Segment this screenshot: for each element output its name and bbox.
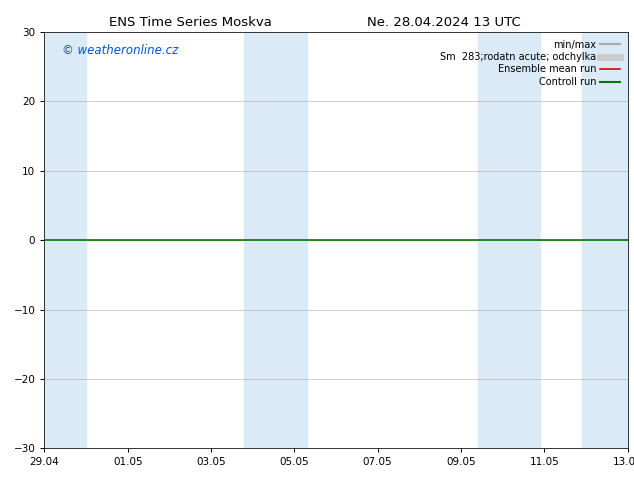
Bar	[44, 32, 86, 448]
Bar	[477, 32, 540, 448]
Text: ENS Time Series Moskva: ENS Time Series Moskva	[109, 16, 271, 29]
Text: © weatheronline.cz: © weatheronline.cz	[62, 44, 178, 57]
Legend: min/max, Sm  283;rodatn acute; odchylka, Ensemble mean run, Controll run: min/max, Sm 283;rodatn acute; odchylka, …	[437, 37, 623, 90]
Bar	[582, 32, 628, 448]
Text: Ne. 28.04.2024 13 UTC: Ne. 28.04.2024 13 UTC	[367, 16, 521, 29]
Bar	[244, 32, 307, 448]
